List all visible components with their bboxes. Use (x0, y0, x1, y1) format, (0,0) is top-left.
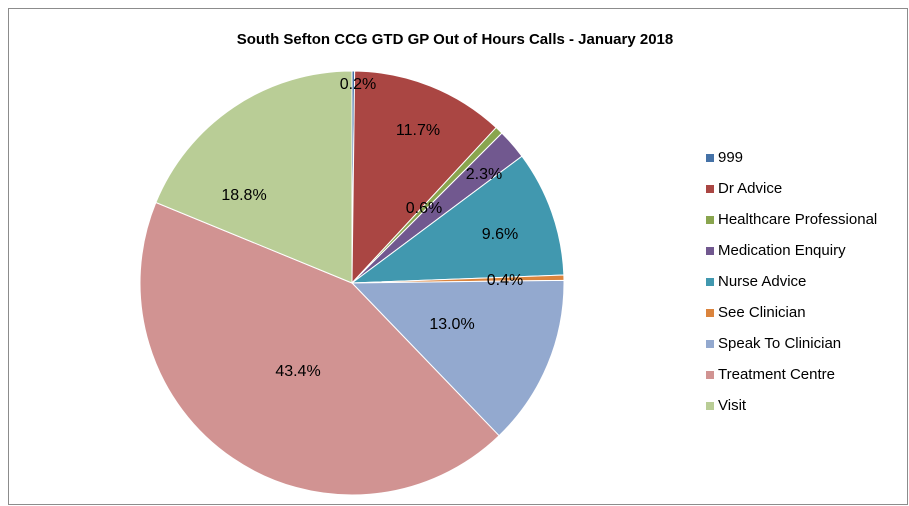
legend-swatch (706, 371, 714, 379)
pie-slice (351, 70, 497, 285)
legend-swatch (706, 278, 714, 286)
data-label: 2.3% (466, 166, 502, 183)
legend-swatch (706, 216, 714, 224)
pie-slice (139, 201, 500, 496)
legend-swatch (706, 154, 714, 162)
legend-swatch (706, 247, 714, 255)
data-label: 0.4% (487, 272, 523, 289)
data-label: 0.6% (406, 200, 442, 217)
legend-label: See Clinician (718, 304, 806, 321)
chart-title: South Sefton CCG GTD GP Out of Hours Cal… (237, 31, 673, 48)
data-label: 18.8% (221, 187, 266, 204)
data-label: 9.6% (482, 226, 518, 243)
legend-swatch (706, 340, 714, 348)
legend-label: Visit (718, 397, 747, 414)
data-label: 0.2% (340, 76, 376, 93)
data-label: 43.4% (275, 363, 320, 380)
legend-label: Treatment Centre (718, 366, 835, 383)
legend-label: Healthcare Professional (718, 211, 877, 228)
legend-label: Speak To Clinician (718, 335, 841, 352)
data-label: 11.7% (396, 122, 440, 139)
pie-slice (350, 155, 565, 284)
pie-slice (155, 70, 353, 284)
legend-swatch (706, 185, 714, 193)
pie-slice (350, 279, 565, 437)
data-label: 13.0% (429, 316, 474, 333)
legend-swatch (706, 309, 714, 317)
legend-swatch (706, 402, 714, 410)
legend-label: Dr Advice (718, 180, 782, 197)
legend-label: Nurse Advice (718, 273, 806, 290)
legend-label: Medication Enquiry (718, 242, 846, 259)
legend-label: 999 (718, 149, 743, 166)
